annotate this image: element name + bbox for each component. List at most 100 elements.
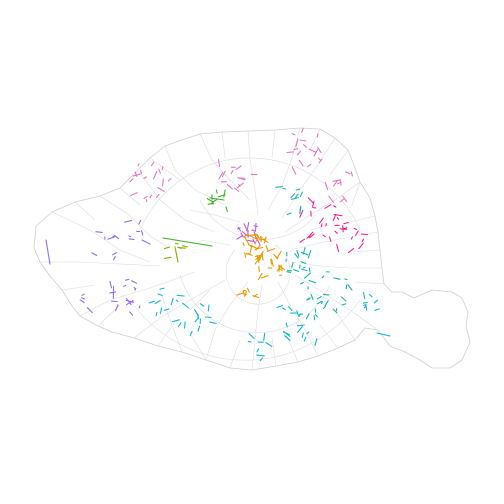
street-segment xyxy=(295,188,301,191)
district-boundary xyxy=(79,271,196,317)
street-segment xyxy=(279,274,283,277)
street-segment xyxy=(353,227,358,231)
street-segment xyxy=(244,290,247,297)
street-segment xyxy=(362,301,368,304)
street-segment xyxy=(230,169,234,175)
district-boundary xyxy=(133,279,226,339)
street-segment xyxy=(182,302,190,309)
street-segment xyxy=(322,305,326,310)
street-segment xyxy=(291,133,296,136)
street-segment xyxy=(318,158,323,164)
street-segment xyxy=(174,246,179,263)
street-segment xyxy=(365,304,368,311)
street-segment xyxy=(248,234,255,236)
street-segment xyxy=(131,280,138,284)
street-segment xyxy=(306,331,310,335)
street-segment xyxy=(113,234,120,240)
street-segment xyxy=(343,221,349,225)
street-segment xyxy=(243,233,248,238)
street-segment xyxy=(259,235,262,241)
street-segment xyxy=(153,170,158,180)
street-segment xyxy=(155,311,158,317)
district-boundary xyxy=(189,209,241,223)
street-segment xyxy=(199,303,205,307)
street-segment xyxy=(218,172,224,180)
street-segment xyxy=(115,304,119,312)
street-segment xyxy=(374,308,380,311)
street-segment xyxy=(347,284,353,291)
street-segment xyxy=(313,315,316,321)
street-segment xyxy=(296,150,302,156)
street-segment xyxy=(124,220,133,223)
district-boundary xyxy=(225,244,291,305)
street-segment xyxy=(124,278,130,281)
street-segment xyxy=(129,311,134,316)
street-segment xyxy=(332,308,338,314)
street-segment xyxy=(301,127,304,133)
street-segment xyxy=(86,307,93,314)
street-segment xyxy=(109,291,117,294)
street-segment xyxy=(282,307,286,311)
district-boundary xyxy=(137,169,216,233)
street-segment xyxy=(343,227,348,230)
district-boundary xyxy=(351,181,361,206)
street-segment xyxy=(159,287,165,290)
street-segment xyxy=(246,287,250,293)
street-segment xyxy=(255,234,259,239)
street-segment xyxy=(318,217,324,224)
street-segment xyxy=(360,233,368,236)
street-segment xyxy=(373,299,379,304)
street-segment xyxy=(258,250,264,258)
street-segment xyxy=(301,268,308,272)
district-boundary xyxy=(139,157,361,231)
street-segment xyxy=(358,242,364,250)
street-segment xyxy=(162,237,213,247)
street-segment xyxy=(299,191,303,198)
street-segment xyxy=(141,239,151,245)
street-segment xyxy=(123,285,127,287)
street-segment xyxy=(244,236,250,245)
street-segment xyxy=(138,305,141,309)
street-segment xyxy=(320,301,324,305)
street-segment xyxy=(149,194,153,198)
street-segment xyxy=(344,171,351,175)
street-segment xyxy=(270,258,274,267)
district-boundary xyxy=(329,149,349,176)
street-segment xyxy=(259,357,264,362)
street-segment xyxy=(138,219,142,225)
district-boundary xyxy=(157,321,176,347)
street-segment xyxy=(317,146,322,154)
street-segment xyxy=(194,316,200,323)
street-segment xyxy=(159,307,163,314)
street-segment xyxy=(299,238,306,243)
street-segment xyxy=(45,239,51,265)
street-segment xyxy=(283,330,291,337)
street-segment xyxy=(240,232,245,238)
street-segment xyxy=(252,295,260,299)
street-segment xyxy=(324,204,332,209)
street-segment xyxy=(293,269,300,272)
street-segment xyxy=(308,267,311,273)
street-segment xyxy=(333,214,343,217)
street-segment xyxy=(170,297,174,306)
street-segment xyxy=(316,133,319,138)
street-segment xyxy=(333,205,337,208)
street-segment xyxy=(334,230,338,234)
street-segment xyxy=(340,296,347,302)
district-lines xyxy=(40,127,385,371)
street-segment xyxy=(308,233,315,239)
district-boundary xyxy=(289,231,379,251)
street-segment xyxy=(164,256,172,259)
street-segment xyxy=(262,238,269,243)
street-segment xyxy=(248,333,255,339)
street-segment xyxy=(307,197,314,204)
street-segment xyxy=(130,192,138,196)
street-segment xyxy=(314,313,318,318)
street-segment xyxy=(307,250,312,259)
street-segment xyxy=(345,284,348,290)
district-boundary xyxy=(74,201,96,221)
street-segment xyxy=(342,195,348,203)
street-segment xyxy=(254,237,258,244)
district-boundary xyxy=(284,181,361,233)
street-segment xyxy=(247,239,255,242)
